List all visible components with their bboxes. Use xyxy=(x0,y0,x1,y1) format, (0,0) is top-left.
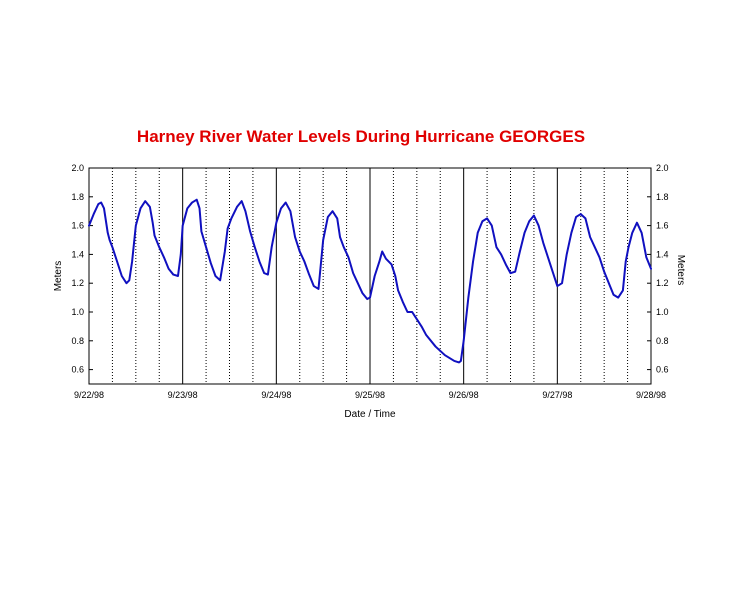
x-tick-label: 9/23/98 xyxy=(168,390,198,400)
y-tick-label-left: 1.8 xyxy=(71,192,84,202)
y-tick-label-left: 1.0 xyxy=(71,307,84,317)
x-tick-label: 9/27/98 xyxy=(542,390,572,400)
y-tick-label-left: 1.4 xyxy=(71,249,84,259)
x-tick-label: 9/24/98 xyxy=(261,390,291,400)
water-level-line xyxy=(88,198,652,364)
y-tick-label-right: 1.2 xyxy=(656,278,669,288)
x-axis-title: Date / Time xyxy=(344,409,396,420)
y-tick-label-right: 1.6 xyxy=(656,221,669,231)
y-tick-label-left: 0.8 xyxy=(71,336,84,346)
grid-layer xyxy=(111,168,629,384)
y-tick-label-right: 1.8 xyxy=(656,192,669,202)
x-tick-label: 9/22/98 xyxy=(74,390,104,400)
y-tick-label-left: 2.0 xyxy=(71,163,84,173)
y-tick-label-right: 1.0 xyxy=(656,307,669,317)
y-tick-label-right: 2.0 xyxy=(656,163,669,173)
y-axis-title-right: Meters xyxy=(675,255,686,286)
y-tick-label-right: 0.8 xyxy=(656,336,669,346)
x-tick-label: 9/28/98 xyxy=(636,390,666,400)
y-tick-label-left: 0.6 xyxy=(71,365,84,375)
y-tick-label-right: 1.4 xyxy=(656,249,669,259)
y-tick-label-left: 1.2 xyxy=(71,278,84,288)
y-tick-label-right: 0.6 xyxy=(656,365,669,375)
ticks-layer: 0.6 0.6 0.8 0.8 1.0 1.0 1.2 1.2 1.4 1.4 1.6 1.6 1.8 1… xyxy=(71,163,668,400)
x-tick-label: 9/25/98 xyxy=(355,390,385,400)
series-layer xyxy=(88,198,652,364)
chart-title: Harney River Water Levels During Hurrica… xyxy=(137,127,585,146)
y-axis-title-left: Meters xyxy=(53,261,64,292)
y-tick-label-left: 1.6 xyxy=(71,221,84,231)
plot-frame xyxy=(88,167,652,385)
x-tick-label: 9/26/98 xyxy=(449,390,479,400)
